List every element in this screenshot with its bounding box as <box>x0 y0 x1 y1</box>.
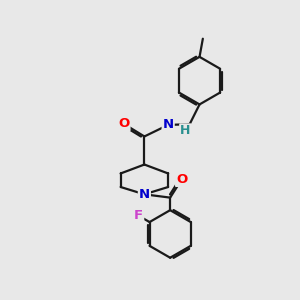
Text: F: F <box>134 209 143 222</box>
Text: O: O <box>118 117 130 130</box>
Text: N: N <box>163 118 174 131</box>
Text: N: N <box>139 188 150 201</box>
Text: H: H <box>180 124 190 137</box>
Text: O: O <box>176 173 187 186</box>
